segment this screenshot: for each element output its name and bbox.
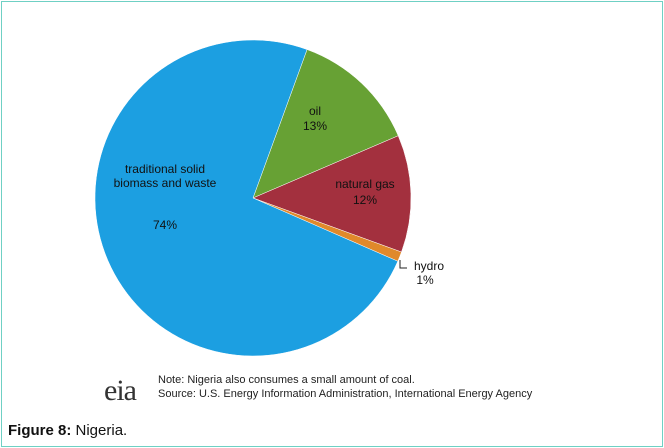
slice-label: natural gas (335, 177, 395, 191)
caption-text: Nigeria. (75, 422, 128, 439)
slice-value: 12% (352, 193, 378, 207)
leader-line (399, 260, 407, 269)
pie-slice (252, 135, 412, 253)
note: Note: Nigeria also consumes a small amou… (158, 374, 415, 386)
slice-label: hydro (413, 259, 445, 273)
slice-value: 13% (302, 119, 328, 133)
slice-label: oil (308, 104, 321, 118)
pie-slice (252, 49, 399, 199)
source: Source: U.S. Energy Information Administ… (158, 388, 533, 400)
slice-value: 1% (416, 273, 434, 287)
logo: eia (104, 374, 137, 407)
slice-label: traditional solid biomass and waste (113, 162, 217, 190)
pie-slice (94, 39, 399, 357)
slice-value: 74% (152, 218, 178, 232)
caption: Figure 8: Nigeria. (8, 422, 127, 439)
caption-label: Figure 8: (8, 422, 72, 439)
